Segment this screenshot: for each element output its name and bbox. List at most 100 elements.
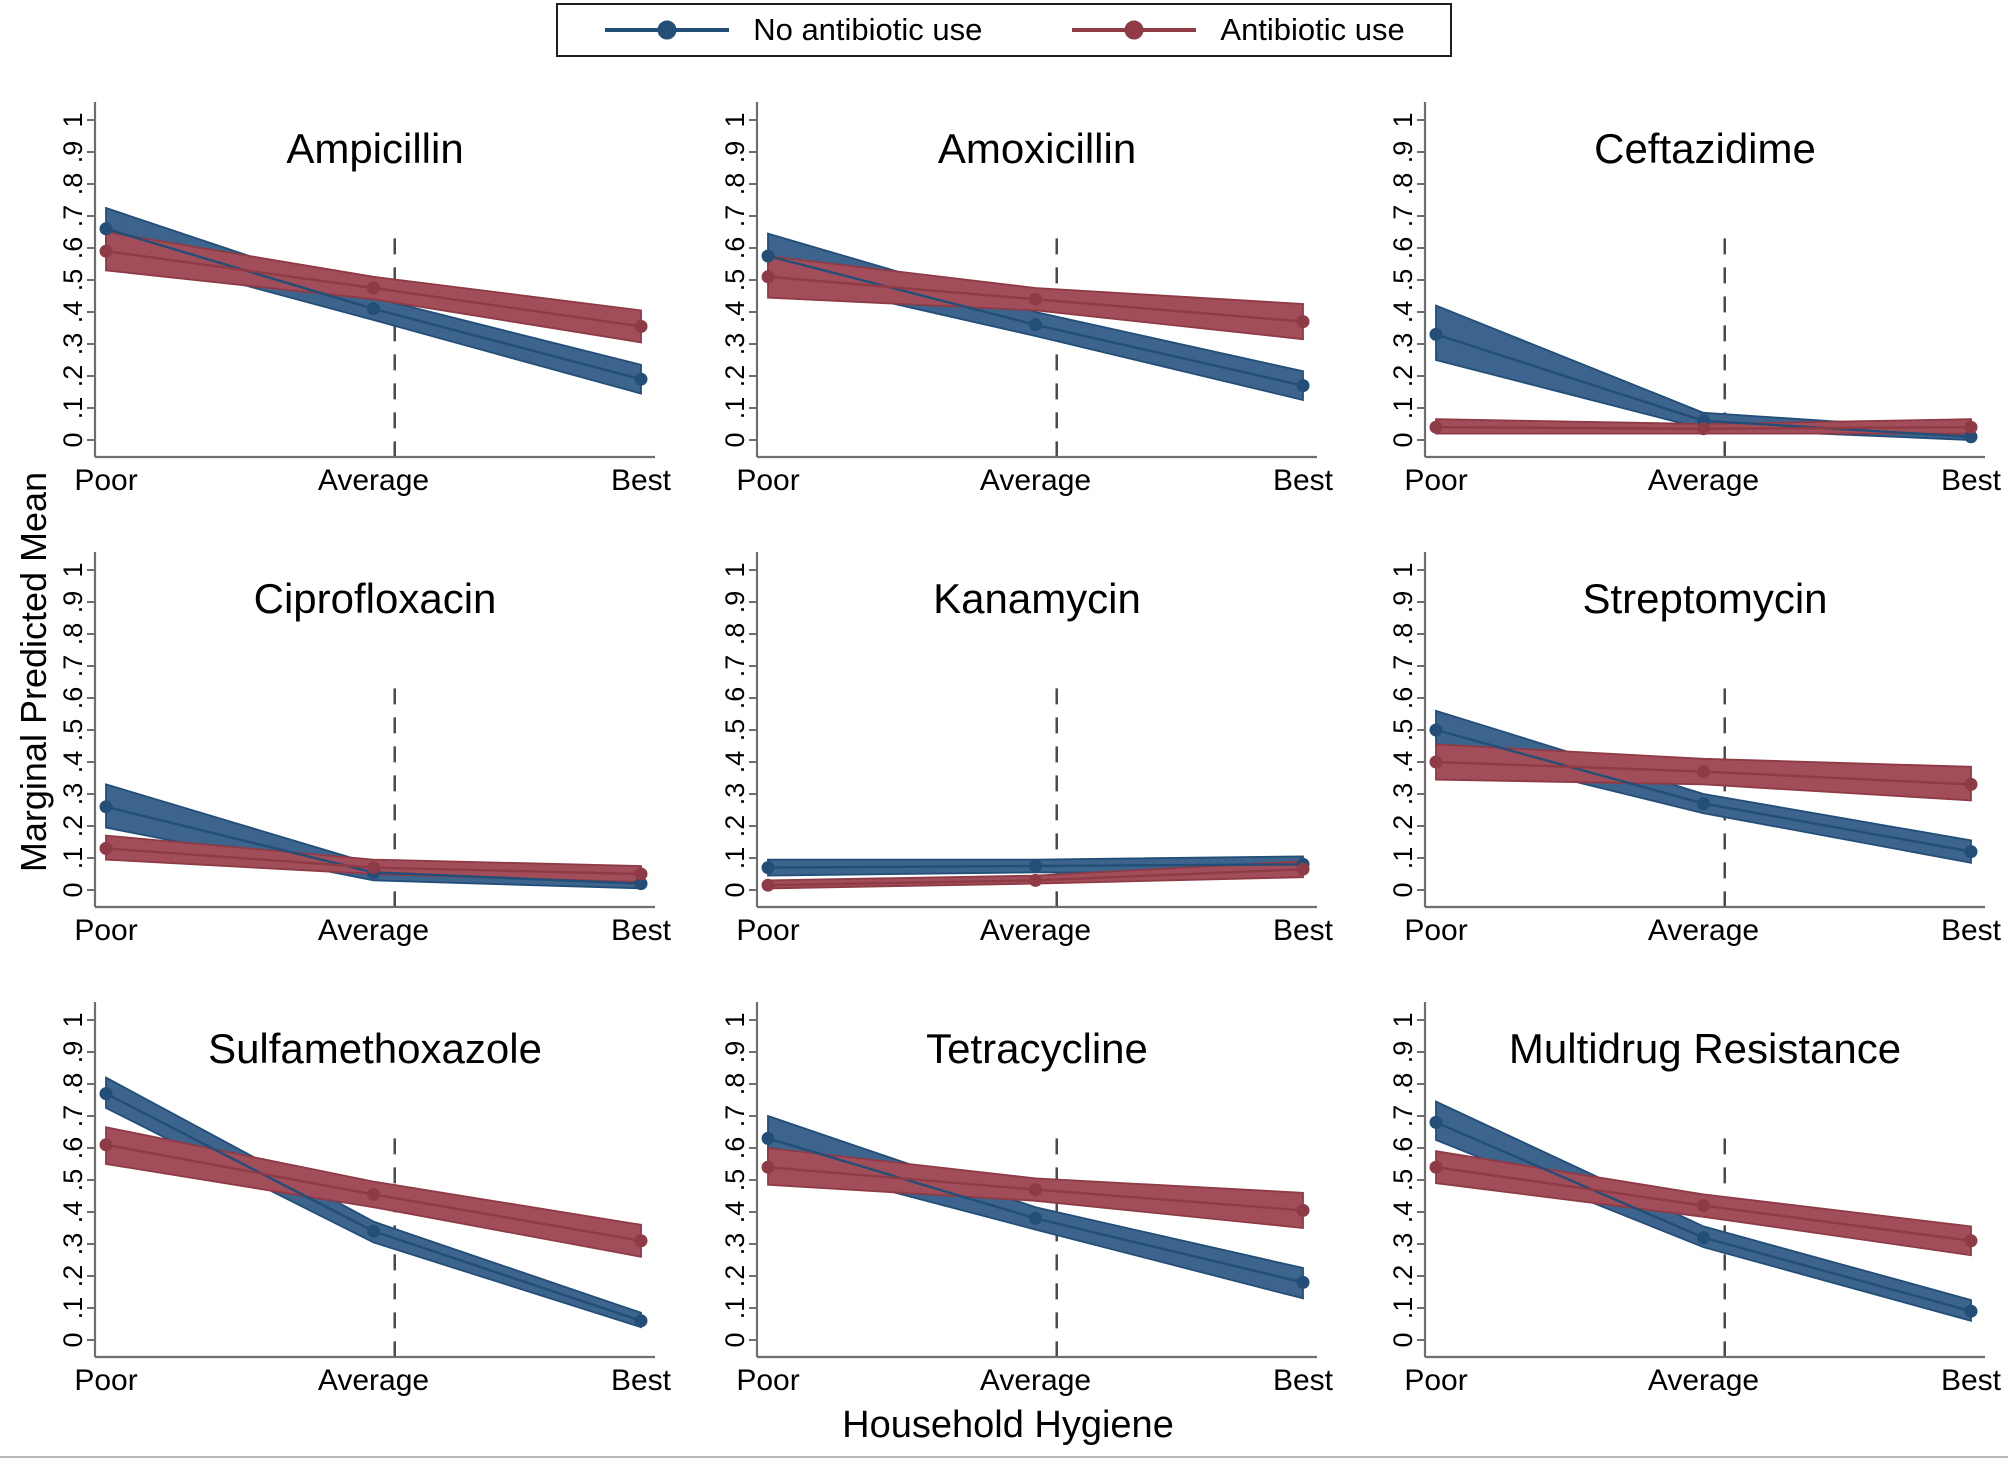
y-tick-label: .4 xyxy=(1388,751,1418,774)
legend-item-no-antibiotic-use: No antibiotic use xyxy=(603,12,982,48)
data-marker-red xyxy=(634,319,648,333)
y-tick-label: .4 xyxy=(1388,301,1418,324)
y-tick-label: .3 xyxy=(720,783,750,806)
y-tick-label: .8 xyxy=(720,623,750,646)
y-tick-label: .2 xyxy=(720,815,750,838)
data-marker-red xyxy=(1029,873,1042,887)
y-tick-label: .9 xyxy=(58,1041,88,1064)
y-tick-label: .5 xyxy=(58,1169,88,1192)
x-tick-label: Best xyxy=(611,1364,672,1397)
panel-ampicillin: 0 .1 .2 .3 .4 .5 .6 .7 .8 .9 1 Poor Average Best Ampic… xyxy=(7,60,672,510)
y-tick-label: .1 xyxy=(1388,397,1418,420)
data-marker-red xyxy=(1964,1234,1978,1248)
panel-streptomycin: 0 .1 .2 .3 .4 .5 .6 .7 .8 .9 1 Poor Average Best Strep… xyxy=(1337,510,2002,960)
y-tick-label: 0 xyxy=(1388,1332,1418,1347)
data-marker-blue xyxy=(761,1131,775,1145)
y-tick-label: .4 xyxy=(720,1201,750,1224)
y-tick-label: .4 xyxy=(720,301,750,324)
y-tick-label: .7 xyxy=(720,655,750,678)
data-marker-blue xyxy=(1029,318,1042,332)
x-tick-label: Average xyxy=(318,464,429,497)
data-marker-blue xyxy=(1964,845,1978,859)
y-tick-label: .6 xyxy=(1388,237,1418,260)
y-tick-label: .5 xyxy=(720,719,750,742)
data-marker-blue xyxy=(1964,430,1978,444)
data-marker-blue xyxy=(1429,327,1443,341)
y-tick-label: .2 xyxy=(58,815,88,838)
data-marker-red xyxy=(634,1234,648,1248)
data-marker-red xyxy=(634,867,648,881)
panel-svg: 0 .1 .2 .3 .4 .5 .6 .7 .8 .9 1 Poor Average Best Multi… xyxy=(1388,1002,2002,1397)
y-tick-label: .6 xyxy=(58,687,88,710)
y-tick-label: 0 xyxy=(1388,432,1418,447)
y-tick-label: 1 xyxy=(58,1012,88,1027)
y-tick-label: 1 xyxy=(58,112,88,127)
y-tick-label: .9 xyxy=(58,591,88,614)
x-tick-label: Best xyxy=(611,464,672,497)
y-tick-label: .9 xyxy=(58,141,88,164)
x-tick-label: Average xyxy=(318,1364,429,1397)
x-tick-label: Average xyxy=(1648,914,1759,947)
y-tick-label: .4 xyxy=(58,751,88,774)
x-tick-label: Best xyxy=(1273,464,1334,497)
data-marker-red xyxy=(1296,862,1310,876)
legend-swatch-no-antibiotic-icon xyxy=(605,20,730,40)
x-tick-label: Best xyxy=(1941,1364,2002,1397)
y-tick-label: .9 xyxy=(1388,591,1418,614)
data-marker-red xyxy=(367,861,380,875)
y-tick-label: .5 xyxy=(720,269,750,292)
y-tick-label: .6 xyxy=(720,1137,750,1160)
y-tick-label: 0 xyxy=(58,432,88,447)
x-tick-label: Best xyxy=(1273,914,1334,947)
y-tick-label: .7 xyxy=(1388,1105,1418,1128)
panel-multidrug-resistance: 0 .1 .2 .3 .4 .5 .6 .7 .8 .9 1 Poor Average Best Multi… xyxy=(1337,960,2002,1410)
y-tick-label: .9 xyxy=(720,141,750,164)
x-tick-label: Average xyxy=(318,914,429,947)
y-tick-label: .5 xyxy=(1388,269,1418,292)
y-tick-label: .3 xyxy=(720,333,750,356)
y-tick-label: 0 xyxy=(720,882,750,897)
y-tick-label: .3 xyxy=(1388,1233,1418,1256)
data-marker-red xyxy=(1429,1160,1443,1174)
y-tick-label: .1 xyxy=(1388,1297,1418,1320)
x-tick-label: Poor xyxy=(736,464,799,497)
data-marker-blue xyxy=(1429,723,1443,737)
y-tick-label: .6 xyxy=(1388,1137,1418,1160)
data-marker-blue xyxy=(1029,859,1042,873)
y-tick-label: .7 xyxy=(58,205,88,228)
data-marker-red xyxy=(1429,420,1443,434)
y-tick-label: .8 xyxy=(58,623,88,646)
x-tick-label: Poor xyxy=(736,1364,799,1397)
y-tick-label: .6 xyxy=(58,1137,88,1160)
x-tick-label: Average xyxy=(980,914,1091,947)
y-tick-label: .6 xyxy=(720,687,750,710)
y-tick-label: .8 xyxy=(720,1073,750,1096)
data-marker-blue xyxy=(99,222,113,236)
y-tick-label: 1 xyxy=(1388,562,1418,577)
y-tick-label: .4 xyxy=(58,1201,88,1224)
data-marker-blue xyxy=(367,302,380,316)
data-marker-red xyxy=(99,1138,113,1152)
panel-title: Sulfamethoxazole xyxy=(208,1025,542,1072)
data-marker-blue xyxy=(1296,1275,1310,1289)
y-tick-label: 1 xyxy=(1388,1012,1418,1027)
y-tick-label: 1 xyxy=(58,562,88,577)
panel-svg: 0 .1 .2 .3 .4 .5 .6 .7 .8 .9 1 Poor Average Best Sulfa… xyxy=(58,1002,672,1397)
y-tick-label: .7 xyxy=(1388,655,1418,678)
y-tick-label: 1 xyxy=(720,562,750,577)
panel-kanamycin: 0 .1 .2 .3 .4 .5 .6 .7 .8 .9 1 Poor Average Best Kanam… xyxy=(669,510,1334,960)
y-tick-label: 1 xyxy=(720,1012,750,1027)
y-tick-label: .2 xyxy=(720,1265,750,1288)
data-marker-blue xyxy=(99,800,113,814)
data-marker-red xyxy=(1029,292,1042,306)
x-tick-label: Poor xyxy=(74,914,137,947)
x-tick-label: Best xyxy=(1941,914,2002,947)
y-tick-label: 0 xyxy=(58,882,88,897)
y-tick-label: .1 xyxy=(1388,847,1418,870)
y-tick-label: .6 xyxy=(720,237,750,260)
panel-title: Kanamycin xyxy=(933,575,1141,622)
y-tick-label: .6 xyxy=(58,237,88,260)
x-tick-label: Average xyxy=(980,1364,1091,1397)
data-marker-red xyxy=(1697,422,1710,436)
data-marker-red xyxy=(1296,1203,1310,1217)
